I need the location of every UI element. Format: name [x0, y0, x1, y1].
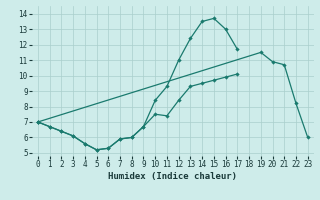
X-axis label: Humidex (Indice chaleur): Humidex (Indice chaleur)	[108, 172, 237, 181]
